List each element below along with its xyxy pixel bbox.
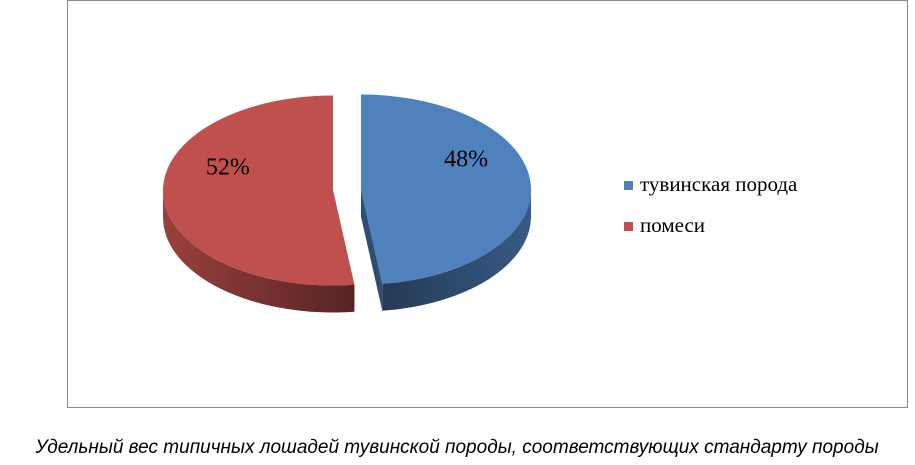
slice-side: [163, 190, 355, 313]
legend-swatch: [624, 181, 633, 190]
slice-top: [360, 94, 531, 284]
pie-slice: [163, 95, 355, 313]
data-label: 52%: [206, 155, 250, 181]
slice-top: [163, 95, 355, 286]
legend-swatch: [624, 222, 633, 231]
caption: Удельный вес типичных лошадей тувинской …: [34, 437, 878, 458]
pie-slice: [360, 94, 531, 311]
legend-label: тувинская порода: [640, 172, 798, 196]
legend-label: помеси: [640, 213, 705, 237]
data-label: 48%: [444, 146, 488, 172]
slice-side: [382, 189, 531, 311]
slice-face: [360, 189, 383, 311]
